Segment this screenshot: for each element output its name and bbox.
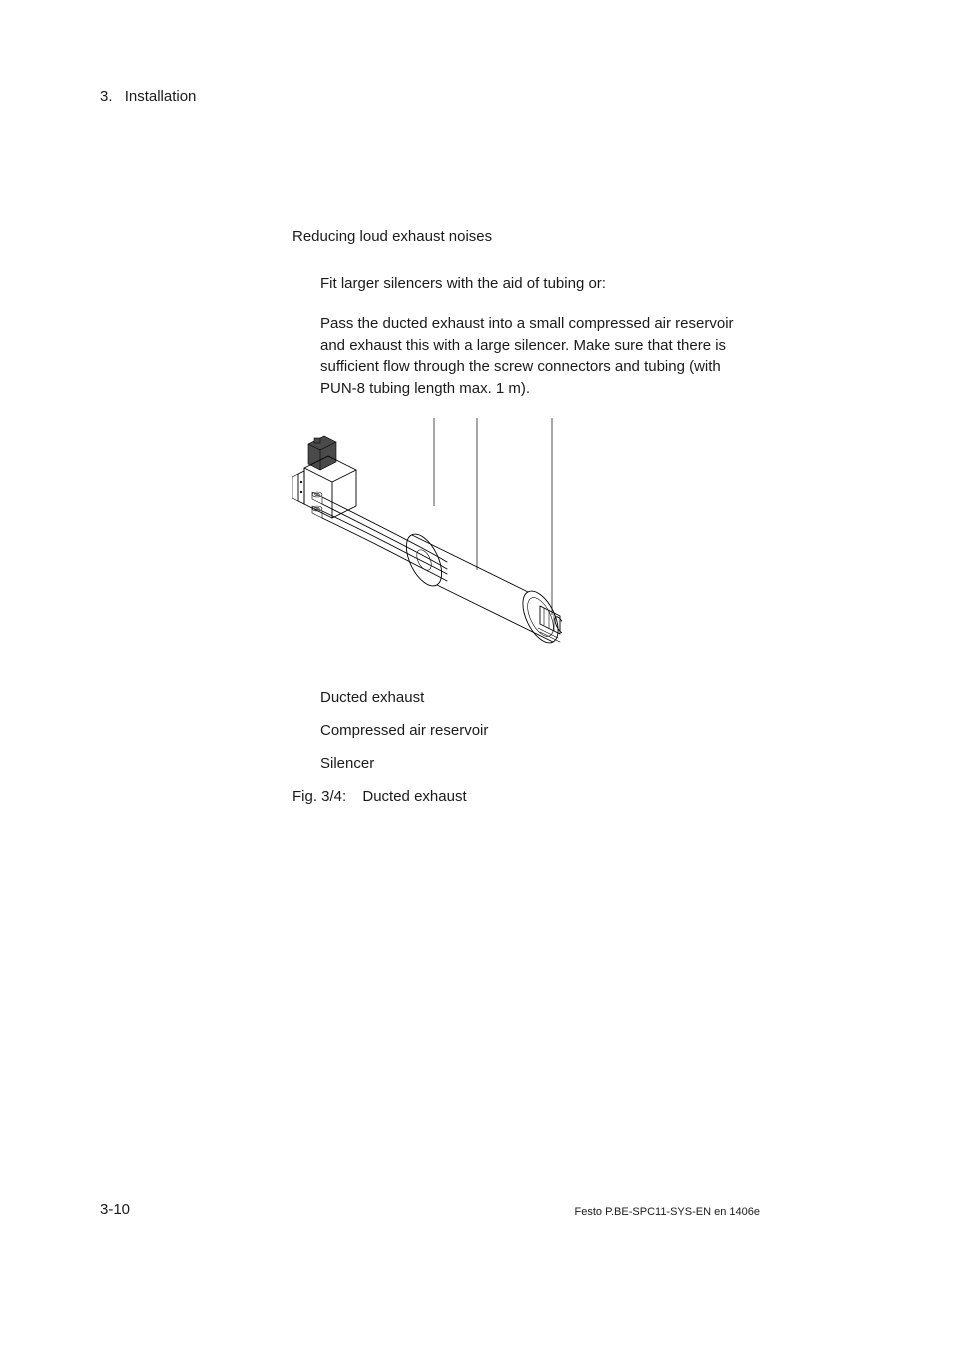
port-fitting-1 — [312, 492, 322, 504]
page-number: 3-10 — [100, 1201, 130, 1218]
legend-item-1: Ducted exhaust — [320, 689, 752, 706]
section-header: 3. Installation — [100, 88, 196, 105]
valve-assembly — [292, 436, 356, 518]
valve-coil — [308, 436, 336, 470]
list-item-1: Fit larger silencers with the aid of tub… — [320, 273, 752, 295]
main-content: Reducing loud exhaust noises Fit larger … — [292, 228, 752, 805]
legend-item-2: Compressed air reservoir — [320, 722, 752, 739]
figure-label: Fig. 3/4: — [292, 788, 346, 805]
document-page: 3. Installation Reducing loud exhaust no… — [0, 0, 954, 1348]
tubing — [322, 497, 447, 581]
list-item-2: Pass the ducted exhaust into a small com… — [320, 313, 752, 400]
legend-item-3: Silencer — [320, 755, 752, 772]
figure-caption-text: Ducted exhaust — [362, 788, 466, 805]
figure-block — [292, 418, 752, 675]
section-title: Installation — [125, 88, 197, 105]
knob-icon — [314, 438, 320, 443]
section-number: 3. — [100, 88, 113, 105]
reservoir-cylinder — [399, 528, 562, 648]
footer-doc-id: Festo P.BE-SPC11-SYS-EN en 1406e — [575, 1206, 760, 1218]
ducted-exhaust-diagram — [292, 418, 562, 670]
figure-caption: Fig. 3/4: Ducted exhaust — [292, 788, 752, 805]
subheading: Reducing loud exhaust noises — [292, 228, 752, 245]
